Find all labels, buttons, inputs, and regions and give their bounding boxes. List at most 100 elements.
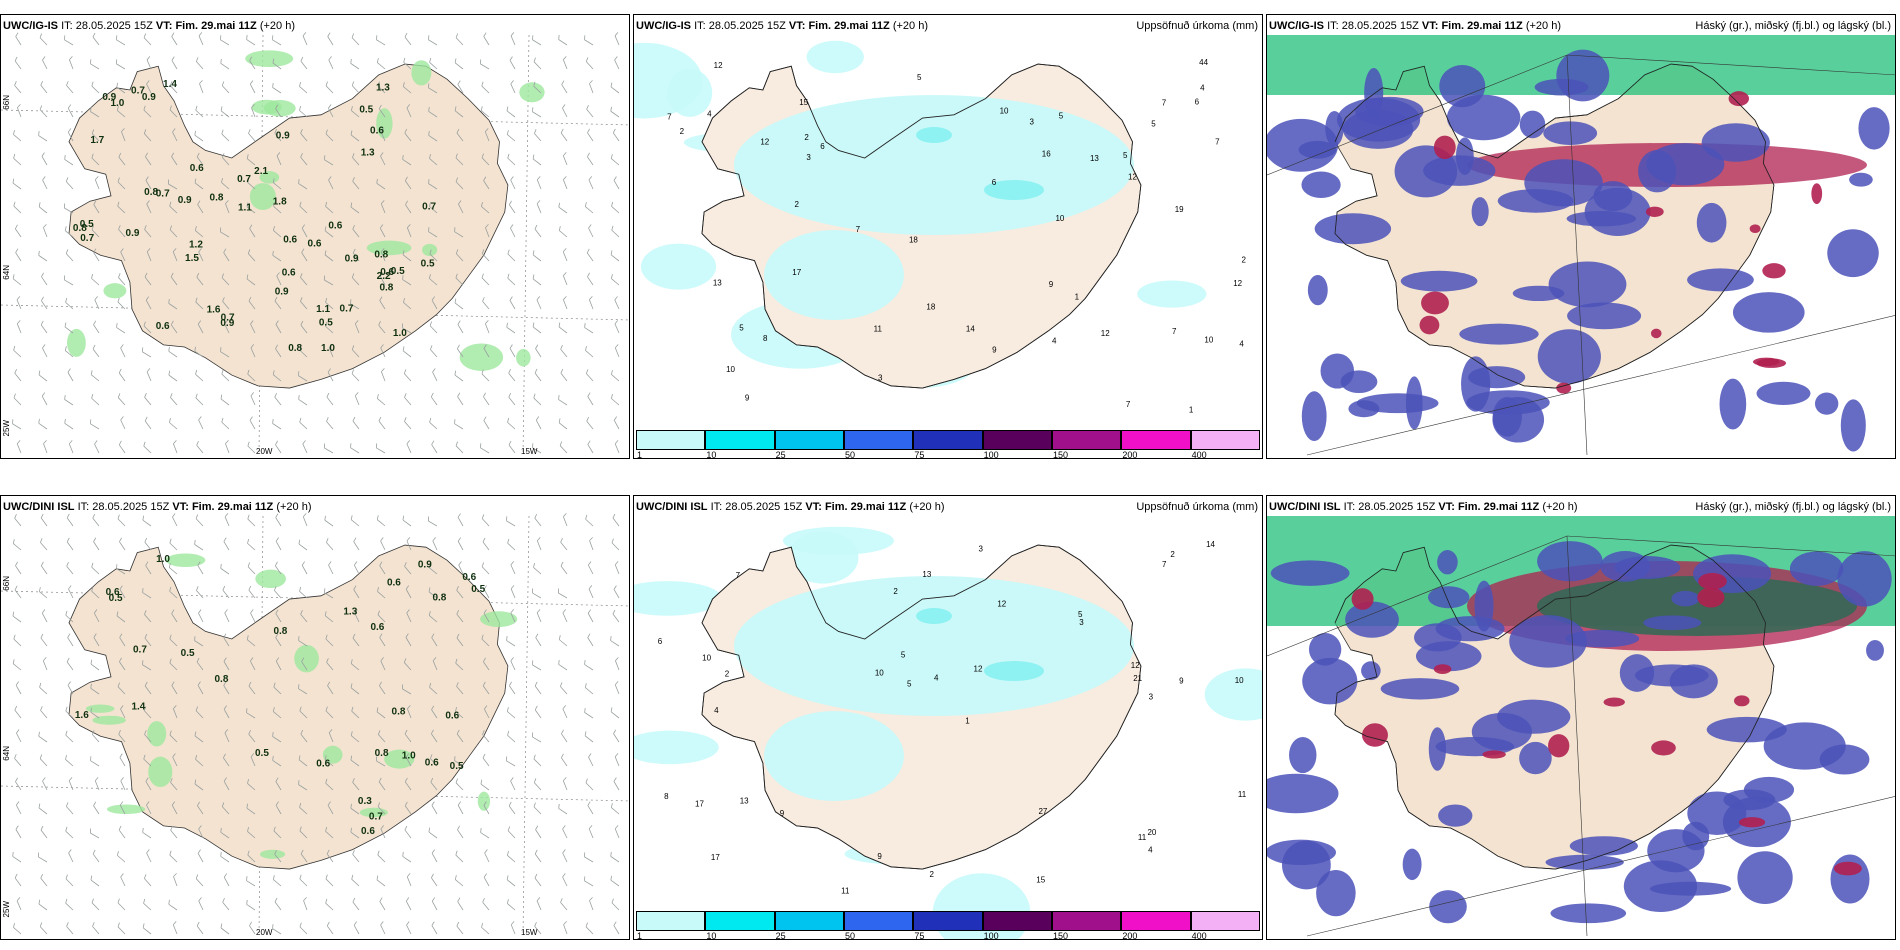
wind-barb [482, 753, 490, 767]
it-label: IT: [694, 20, 706, 32]
snow-area [92, 715, 126, 725]
wind-barb [144, 610, 152, 623]
wind-barb [68, 777, 74, 791]
snow-depth-label: 0.6 [361, 826, 375, 837]
wind-barb [558, 226, 568, 238]
precip-amount-label: 12 [1128, 173, 1137, 182]
snow-depth-label: 2.1 [254, 166, 268, 177]
snow-depth-label: 0.8 [288, 343, 302, 354]
wind-barb [224, 513, 230, 527]
wind-barb [143, 33, 152, 46]
snow-depth-label: 0.9 [220, 318, 234, 329]
wind-barb [119, 537, 126, 551]
wind-barb [13, 201, 22, 214]
low-cloud-layer [1301, 171, 1341, 198]
wind-barb [506, 899, 516, 911]
wind-barb [299, 105, 308, 118]
wind-barb [38, 587, 48, 599]
it-value: 28.05.2025 15Z [708, 20, 786, 32]
wind-barb [14, 754, 22, 767]
lat-label-64n: 64N [2, 746, 11, 761]
wind-barb [585, 778, 594, 791]
wind-barb [484, 849, 490, 863]
wind-barb [16, 729, 22, 743]
precip-amount-label: 6 [1195, 98, 1200, 107]
wind-barb [246, 876, 256, 887]
wind-barb [91, 393, 100, 406]
wind-barb [534, 922, 542, 935]
wind-barb [431, 897, 438, 911]
wind-barb [455, 658, 464, 671]
low-cloud-layer [1474, 580, 1494, 632]
wind-barb [610, 851, 620, 863]
low-cloud-layer [1355, 96, 1424, 127]
wind-barb [455, 441, 464, 454]
wind-barb [275, 440, 282, 454]
wind-barb [169, 730, 178, 743]
wind-barb [248, 681, 256, 695]
snow-depth-label: 0.6 [370, 622, 384, 633]
wind-barb [354, 609, 360, 623]
snow-depth-label: 0.6 [370, 126, 384, 137]
wind-barb [118, 273, 126, 286]
vt-label: VT: [1421, 20, 1439, 32]
wind-barb [197, 320, 204, 334]
wind-barb [118, 729, 126, 743]
wind-barb [483, 392, 490, 406]
wind-barb [14, 705, 22, 719]
snow-depth-label: 0.9 [126, 228, 140, 239]
wind-barb [326, 849, 334, 863]
wind-barb [250, 320, 256, 334]
snow-depth-label: 0.7 [133, 645, 147, 656]
wind-barb [454, 370, 464, 382]
wind-barb [168, 298, 178, 310]
wind-barb [146, 248, 152, 262]
wind-barb [272, 419, 282, 430]
wind-barb [272, 924, 282, 935]
wind-snow-map: 0.51.50.90.90.60.50.60.70.90.90.70.50.90… [1, 32, 629, 456]
wind-barb [429, 249, 438, 262]
precip-amount-label: 2 [680, 127, 685, 136]
lat-label-66n: 66N [2, 576, 11, 591]
snow-depth-label: 0.5 [80, 219, 94, 230]
lon-label-15w: 15W [521, 928, 538, 937]
wind-barb [298, 780, 308, 791]
wind-barb [12, 178, 22, 190]
low-cloud-layer [1682, 821, 1710, 851]
wind-barb [563, 296, 568, 310]
wind-barb [326, 392, 334, 406]
wind-barb [221, 802, 230, 815]
wind-barb [41, 392, 48, 406]
low-cloud-layer [1380, 678, 1460, 700]
wind-barb [559, 441, 568, 454]
wind-barb [508, 440, 516, 454]
colorbar-swatch [844, 911, 914, 931]
wind-barb [15, 777, 22, 791]
wind-barb [324, 155, 334, 166]
precip-amount-label: 12 [1101, 329, 1110, 338]
wind-barb [276, 272, 282, 286]
precip-amount-label: 4 [1052, 336, 1057, 345]
precip-amount-label: 19 [1175, 205, 1184, 214]
wind-barb [455, 706, 464, 719]
wind-barb [146, 80, 152, 94]
model-name: UWC/DINI ISL [3, 501, 75, 513]
precip-amount-label: 12 [1131, 661, 1140, 670]
snow-area [165, 553, 206, 567]
colorbar-tick: 10 [706, 450, 717, 459]
wind-barb [404, 777, 412, 791]
wind-barb [588, 585, 594, 599]
precip-amount-label: 3 [1079, 618, 1084, 627]
wind-barb [558, 35, 568, 46]
low-cloud-layer [1567, 302, 1642, 330]
wind-barb [117, 898, 126, 911]
low-cloud-layer [1550, 903, 1627, 924]
wind-barb [299, 826, 308, 839]
wind-barb [482, 537, 490, 551]
graticule-line [522, 34, 530, 456]
wind-barb [171, 56, 178, 70]
panel-header: UWC/DINI ISL IT: 28.05.2025 15Z VT: Fim.… [1269, 498, 1891, 516]
low-cloud-layer [1827, 229, 1879, 278]
wind-barb [325, 898, 334, 911]
snow-depth-label: 0.8 [375, 748, 389, 759]
